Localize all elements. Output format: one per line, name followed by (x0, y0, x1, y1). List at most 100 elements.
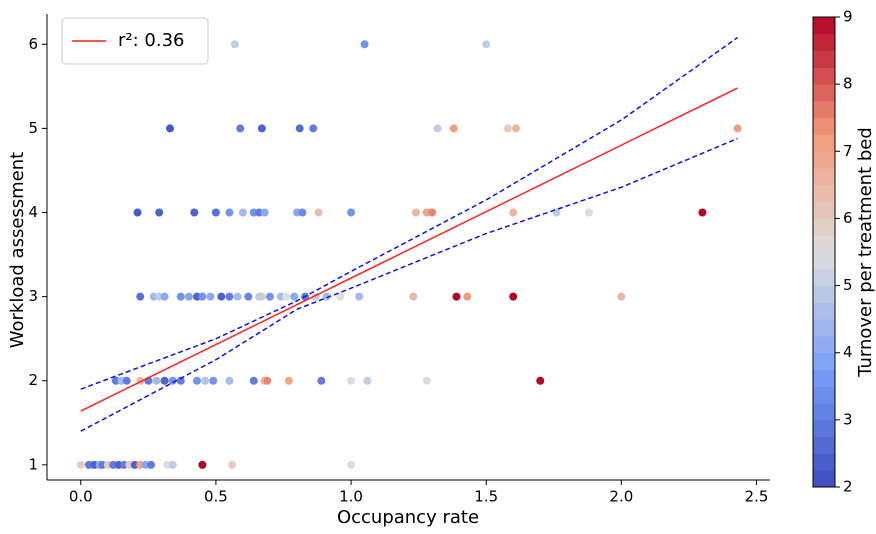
scatter-point (511, 124, 520, 133)
colorbar-band (813, 67, 835, 85)
scatter-point (284, 376, 293, 385)
y-tick-label: 1 (28, 455, 38, 473)
scatter-point (176, 376, 185, 385)
colorbar-band (813, 470, 835, 488)
scatter-point (198, 292, 207, 301)
colorbar-tick-label: 3 (843, 410, 853, 428)
scatter-point (147, 460, 156, 469)
scatter-point (155, 208, 164, 217)
colorbar-band (813, 352, 835, 370)
scatter-point (482, 40, 491, 49)
scatter-point (206, 292, 215, 301)
colorbar-band (813, 84, 835, 102)
colorbar-band (813, 100, 835, 119)
scatter-point (355, 292, 364, 301)
colorbar-band (813, 33, 835, 52)
colorbar-band (813, 17, 835, 35)
colorbar-band (813, 184, 835, 203)
colorbar-label: Turnover per treatment bed (855, 127, 876, 378)
scatter-point (198, 460, 207, 469)
colorbar-band (813, 151, 835, 169)
x-tick-label: 2.0 (609, 488, 633, 506)
scatter-point (265, 292, 274, 301)
scatter-point (201, 376, 210, 385)
scatter-point (433, 124, 442, 133)
scatter-point (428, 208, 437, 217)
scatter-point (225, 292, 234, 301)
scatter-point (347, 376, 356, 385)
x-tick-label: 0.5 (204, 488, 228, 506)
scatter-point (76, 460, 85, 469)
scatter-point (211, 208, 220, 217)
scatter-point (422, 376, 431, 385)
colorbar-band (813, 268, 835, 287)
scatter-point (298, 208, 307, 217)
scatter-point (255, 292, 264, 301)
scatter-point (263, 376, 272, 385)
scatter-point (168, 376, 177, 385)
scatter-point (122, 376, 131, 385)
colorbar-band (813, 218, 835, 236)
legend-label: r²: 0.36 (118, 30, 184, 51)
colorbar-tick-label: 5 (843, 276, 853, 294)
colorbar-band (813, 252, 835, 270)
scatter-point (336, 292, 345, 301)
colorbar-band (813, 453, 835, 471)
scatter-point (257, 124, 266, 133)
colorbar-band (813, 117, 835, 135)
scatter-point (347, 460, 356, 469)
colorbar-band (813, 403, 835, 421)
colorbar-band (813, 419, 835, 438)
scatter-point (314, 208, 323, 217)
y-tick-label: 6 (28, 35, 38, 53)
legend-box (61, 17, 209, 65)
scatter-point (244, 292, 253, 301)
scatter-point (409, 292, 418, 301)
colorbar-frame (812, 16, 836, 488)
scatter-point (209, 376, 218, 385)
scatter-point (617, 292, 626, 301)
x-tick-label: 0.0 (69, 488, 93, 506)
scatter-point (249, 376, 258, 385)
scatter-point (536, 376, 545, 385)
colorbar-band (813, 386, 835, 404)
scatter-point (322, 292, 331, 301)
colorbar-tick-label: 9 (843, 8, 853, 26)
colorbar-tick-label: 4 (843, 343, 853, 361)
colorbar-band (813, 50, 835, 68)
scatter-point (509, 292, 518, 301)
scatter-point (176, 292, 185, 301)
colorbar-tick-label: 2 (843, 478, 853, 496)
scatter-point (136, 292, 145, 301)
scatter-point (160, 376, 169, 385)
colorbar-band (813, 319, 835, 337)
colorbar-tick-label: 8 (843, 75, 853, 93)
scatter-point (152, 376, 161, 385)
y-tick-label: 4 (28, 203, 38, 221)
scatter-point (133, 208, 142, 217)
y-tick-label: 5 (28, 119, 38, 137)
y-tick-label: 3 (28, 287, 38, 305)
scatter-point (295, 124, 304, 133)
colorbar-band (813, 285, 835, 303)
colorbar-tick-label: 7 (843, 142, 853, 160)
scatter-point (225, 208, 234, 217)
colorbar-tick-label: 6 (843, 209, 853, 227)
scatter-point (452, 292, 461, 301)
scatter-point (190, 208, 199, 217)
scatter-point (698, 208, 707, 217)
scatter-point (309, 124, 318, 133)
x-tick-label: 1.5 (474, 488, 498, 506)
y-tick-label: 2 (28, 371, 38, 389)
y-axis-label: Workload assessment (7, 152, 28, 348)
colorbar-band (813, 302, 835, 320)
scatter-point (282, 292, 291, 301)
scatter-point (160, 292, 169, 301)
scatter-point (317, 376, 326, 385)
scatter-point (230, 40, 239, 49)
scatter-point (217, 292, 226, 301)
scatter-point (168, 460, 177, 469)
scatter-point (347, 208, 356, 217)
scatter-point (225, 376, 234, 385)
